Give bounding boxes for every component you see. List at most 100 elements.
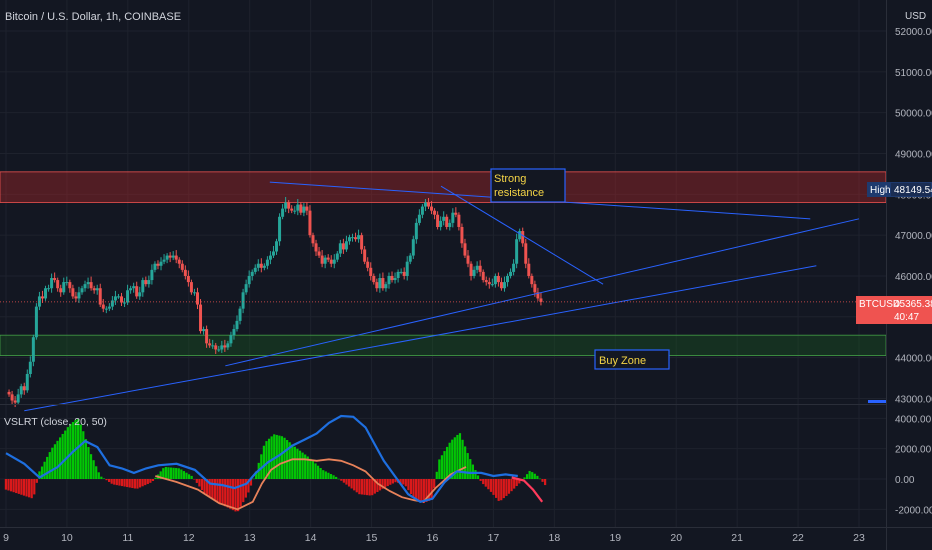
candle-body[interactable] [338, 243, 342, 254]
candle-body[interactable] [259, 263, 263, 268]
candle-body[interactable] [515, 239, 519, 264]
candle-body[interactable] [390, 275, 394, 281]
trendline[interactable] [24, 265, 817, 412]
candle-body[interactable] [278, 216, 282, 242]
candle-body[interactable] [95, 288, 99, 291]
candle-body[interactable] [524, 243, 528, 264]
candle-body[interactable] [74, 296, 78, 299]
candle-body[interactable] [311, 235, 315, 244]
candle-body[interactable] [347, 237, 351, 242]
candle-body[interactable] [256, 263, 260, 268]
candle-body[interactable] [341, 243, 345, 250]
candle-body[interactable] [417, 214, 421, 223]
candle-body[interactable] [284, 202, 288, 209]
candle-body[interactable] [451, 212, 455, 223]
candle-body[interactable] [478, 265, 482, 272]
candle-body[interactable] [533, 284, 537, 293]
candle-body[interactable] [47, 288, 51, 290]
candle-body[interactable] [171, 255, 175, 258]
candle-body[interactable] [202, 329, 206, 332]
indicator-line-orange[interactable] [155, 458, 467, 511]
candle-body[interactable] [496, 275, 500, 283]
candle-body[interactable] [19, 386, 23, 395]
candle-body[interactable] [384, 284, 388, 289]
candle-body[interactable] [426, 202, 430, 207]
buy-zone[interactable] [0, 334, 887, 356]
candle-body[interactable] [472, 269, 476, 276]
candle-body[interactable] [153, 263, 157, 270]
candle-body[interactable] [205, 329, 209, 344]
candle-body[interactable] [539, 298, 543, 302]
candle-body[interactable] [396, 271, 400, 279]
candle-body[interactable] [16, 394, 20, 403]
candle-body[interactable] [521, 231, 525, 244]
candle-body[interactable] [126, 290, 130, 303]
candle-body[interactable] [369, 267, 373, 276]
candle-body[interactable] [436, 214, 440, 227]
candle-body[interactable] [186, 275, 190, 283]
candle-body[interactable] [10, 394, 14, 401]
candle-body[interactable] [129, 288, 133, 291]
candle-body[interactable] [299, 204, 303, 213]
candle-body[interactable] [487, 282, 491, 285]
candle-body[interactable] [287, 202, 291, 209]
candle-body[interactable] [460, 226, 464, 244]
trendline[interactable] [225, 218, 860, 367]
candle-body[interactable] [357, 235, 361, 240]
candle-body[interactable] [281, 208, 285, 217]
candle-body[interactable] [83, 284, 87, 289]
candle-body[interactable] [116, 296, 120, 298]
candle-body[interactable] [195, 292, 199, 305]
candle-body[interactable] [174, 255, 178, 260]
candle-body[interactable] [448, 222, 452, 227]
candle-body[interactable] [506, 275, 510, 283]
candle-body[interactable] [335, 253, 339, 260]
candle-body[interactable] [305, 206, 309, 211]
candle-body[interactable] [366, 261, 370, 268]
candle-body[interactable] [189, 282, 193, 293]
candle-body[interactable] [50, 278, 54, 289]
candle-body[interactable] [104, 308, 108, 310]
candle-body[interactable] [162, 259, 166, 262]
candle-body[interactable] [211, 345, 215, 347]
candle-body[interactable] [360, 235, 364, 250]
candle-body[interactable] [110, 300, 114, 307]
candle-body[interactable] [290, 208, 294, 211]
candle-body[interactable] [317, 251, 321, 256]
candle-body[interactable] [296, 204, 300, 211]
trendline[interactable] [440, 185, 604, 285]
symbol-title[interactable]: Bitcoin / U.S. Dollar, 1h, COINBASE [5, 11, 181, 23]
candle-body[interactable] [439, 220, 443, 227]
candle-body[interactable] [120, 296, 124, 303]
indicator-axis[interactable]: 4000.00 2000.00 0.00 -2000.00 [895, 414, 932, 516]
candle-body[interactable] [466, 255, 470, 264]
candle-body[interactable] [107, 306, 111, 309]
candle-body[interactable] [420, 206, 424, 215]
buy-zone-annotation[interactable]: Buy Zone [594, 349, 670, 370]
candle-body[interactable] [34, 306, 38, 338]
candle-body[interactable] [344, 241, 348, 250]
candle-body[interactable] [275, 241, 279, 252]
candle-body[interactable] [31, 337, 35, 362]
candle-body[interactable] [144, 280, 148, 285]
indicator-line-red[interactable] [511, 476, 544, 503]
candle-body[interactable] [454, 212, 458, 215]
candle-body[interactable] [268, 255, 272, 260]
candle-body[interactable] [28, 361, 32, 374]
candle-body[interactable] [56, 280, 60, 289]
candle-body[interactable] [414, 222, 418, 240]
candle-body[interactable] [241, 292, 245, 309]
candle-body[interactable] [323, 257, 327, 264]
candle-body[interactable] [320, 255, 324, 264]
candle-body[interactable] [354, 237, 358, 240]
candle-body[interactable] [13, 400, 17, 403]
candle-body[interactable] [457, 214, 461, 227]
candle-body[interactable] [509, 271, 513, 276]
candle-body[interactable] [156, 263, 160, 266]
candle-body[interactable] [271, 251, 275, 256]
candle-body[interactable] [393, 278, 397, 281]
candle-body[interactable] [493, 275, 497, 285]
time-axis[interactable]: 9 10 11 12 13 14 15 16 17 18 19 20 21 22 23 [3, 532, 865, 544]
candle-body[interactable] [378, 278, 382, 289]
candle-body[interactable] [469, 263, 473, 276]
